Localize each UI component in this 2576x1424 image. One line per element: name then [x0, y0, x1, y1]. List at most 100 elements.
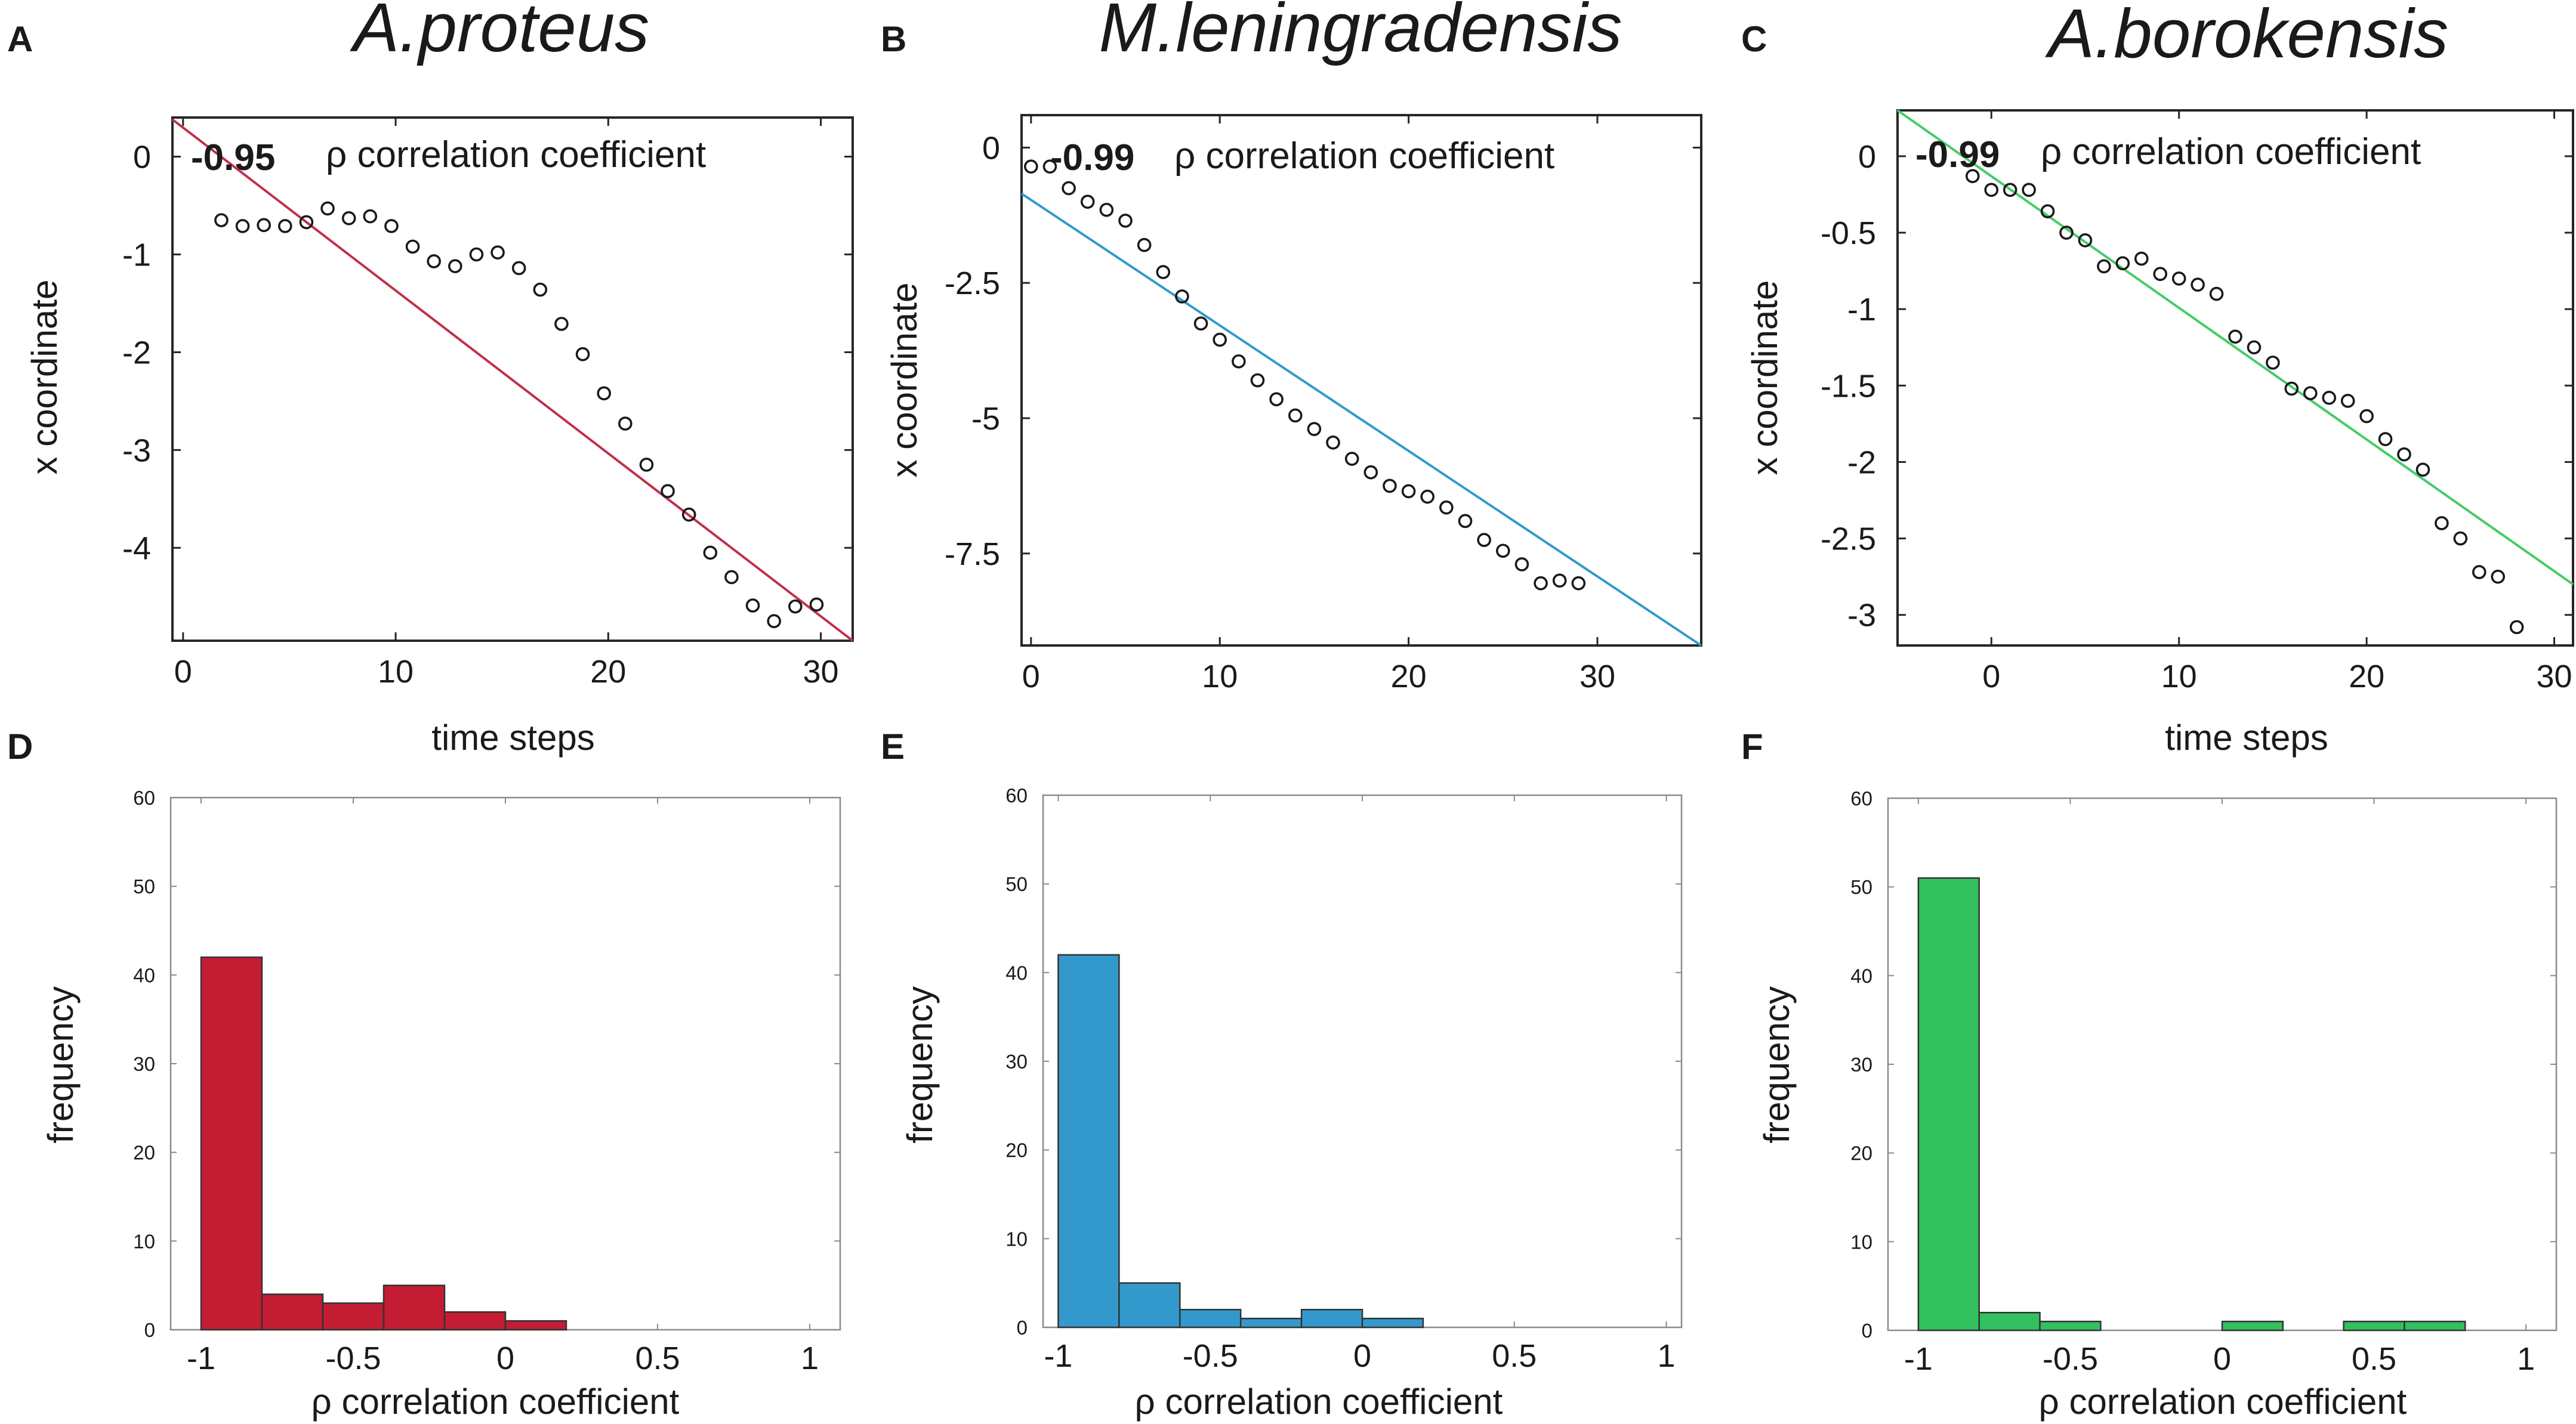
data-point — [1477, 533, 1491, 547]
data-point — [1363, 465, 1378, 480]
x-tick-label: 10 — [378, 654, 414, 690]
data-point — [405, 239, 420, 254]
histogram-bars — [1057, 954, 1424, 1329]
y-tick-label: -2.5 — [945, 265, 1000, 301]
data-point — [2171, 271, 2186, 286]
panel-letter-e: E — [881, 727, 905, 767]
x-tick-label: 10 — [2161, 659, 2197, 694]
data-point — [235, 219, 250, 233]
y-tick-label: -1 — [1847, 292, 1876, 328]
data-point — [2378, 432, 2393, 446]
data-point — [427, 254, 441, 268]
y-axis-label: frequency — [1757, 986, 1797, 1144]
data-point — [2359, 409, 2374, 424]
y-tick-label: 30 — [133, 1053, 155, 1075]
data-point — [299, 215, 314, 230]
data-point — [703, 545, 718, 560]
y-axis-label: frequency — [41, 986, 81, 1144]
species-title-c: A.borokensis — [2045, 0, 2449, 72]
y-tick-label: -7.5 — [945, 536, 1000, 572]
data-point — [1137, 237, 1152, 252]
histogram-bar — [2221, 1320, 2284, 1332]
plot-frame — [169, 796, 841, 1331]
data-point — [1099, 202, 1114, 217]
x-tick-label: 1 — [2517, 1341, 2535, 1377]
histogram-bar — [1239, 1317, 1303, 1329]
histogram-bar — [382, 1284, 446, 1331]
data-point — [767, 614, 781, 629]
x-tick-label: -1 — [187, 1340, 215, 1376]
data-point — [2097, 259, 2111, 274]
y-tick-label: 0 — [1858, 139, 1876, 175]
correlation-value: -0.99 — [1050, 137, 1134, 178]
x-axis-label: ρ correlation coefficient — [311, 1382, 680, 1422]
data-point — [788, 599, 803, 614]
data-point — [1458, 514, 1473, 529]
histogram-bar — [261, 1293, 324, 1331]
x-tick-label: 1 — [1658, 1338, 1676, 1374]
data-points — [1024, 159, 1586, 591]
data-point — [1571, 576, 1586, 591]
y-tick-label: 10 — [1005, 1228, 1028, 1250]
y-tick-label: 0 — [1017, 1317, 1028, 1339]
data-point — [1965, 169, 1980, 184]
y-tick-label: -3 — [1847, 598, 1876, 634]
data-point — [724, 570, 739, 585]
data-point — [1024, 159, 1038, 174]
data-point — [1156, 265, 1171, 279]
data-point — [1439, 500, 1454, 515]
data-point — [2266, 356, 2280, 370]
data-point — [2340, 394, 2355, 408]
x-tick-label: 20 — [1391, 659, 1427, 694]
histogram-bar — [2343, 1320, 2405, 1332]
scatter-panel-b: 0 10 20 30 0 -2.5 -5 -7.5 -0.99 ρ correlation c… — [884, 114, 1702, 694]
data-point — [2209, 286, 2224, 301]
y-tick-label: 0 — [144, 1319, 155, 1341]
data-point — [214, 213, 229, 227]
x-tick-label: -1 — [1044, 1338, 1072, 1374]
data-point — [533, 282, 548, 297]
regression-line — [1896, 109, 2574, 586]
x-tick-label: 30 — [803, 654, 839, 690]
species-title-a: A.proteus — [350, 0, 650, 66]
data-point — [2134, 251, 2149, 266]
species-title-b: M.leningradensis — [1099, 0, 1622, 66]
x-tick-label: 0.5 — [1492, 1338, 1537, 1374]
x-tick-label: 1 — [801, 1340, 819, 1376]
data-point — [1042, 159, 1057, 174]
tick-group: 0 10 20 30 0 -0.5 -1 -1.5 -2 -2.5 -3 — [1821, 110, 2573, 694]
y-tick-label: 50 — [1850, 876, 1872, 898]
data-point — [2022, 183, 2036, 197]
y-axis-label: x coordinate — [1745, 280, 1785, 475]
y-tick-label: 20 — [1005, 1139, 1028, 1162]
x-tick-label: 0 — [1353, 1338, 1371, 1374]
data-points — [214, 201, 824, 629]
y-tick-label: 0 — [133, 140, 151, 175]
data-point — [1534, 576, 1548, 591]
data-point — [2059, 226, 2074, 240]
y-tick-label: -5 — [971, 401, 1000, 437]
data-point — [2509, 620, 2524, 635]
histogram-bar — [504, 1320, 567, 1331]
y-tick-label: 0 — [982, 130, 1000, 166]
data-point — [1401, 484, 1416, 499]
data-point — [1175, 289, 1189, 304]
data-point — [1383, 478, 1397, 493]
y-tick-label: -2 — [1847, 444, 1876, 480]
data-point — [2491, 569, 2506, 584]
data-point — [2078, 233, 2093, 248]
x-tick-label: 0 — [1982, 659, 2000, 694]
data-point — [448, 259, 462, 273]
data-point — [1344, 452, 1359, 466]
histogram-bar — [200, 956, 263, 1331]
x-tick-label: -0.5 — [2043, 1341, 2098, 1377]
data-point — [554, 317, 569, 331]
data-point — [1514, 557, 1529, 572]
data-point — [809, 597, 824, 612]
data-point — [363, 209, 378, 224]
y-tick-label: 20 — [1850, 1142, 1872, 1164]
y-tick-label: 40 — [1005, 962, 1028, 984]
